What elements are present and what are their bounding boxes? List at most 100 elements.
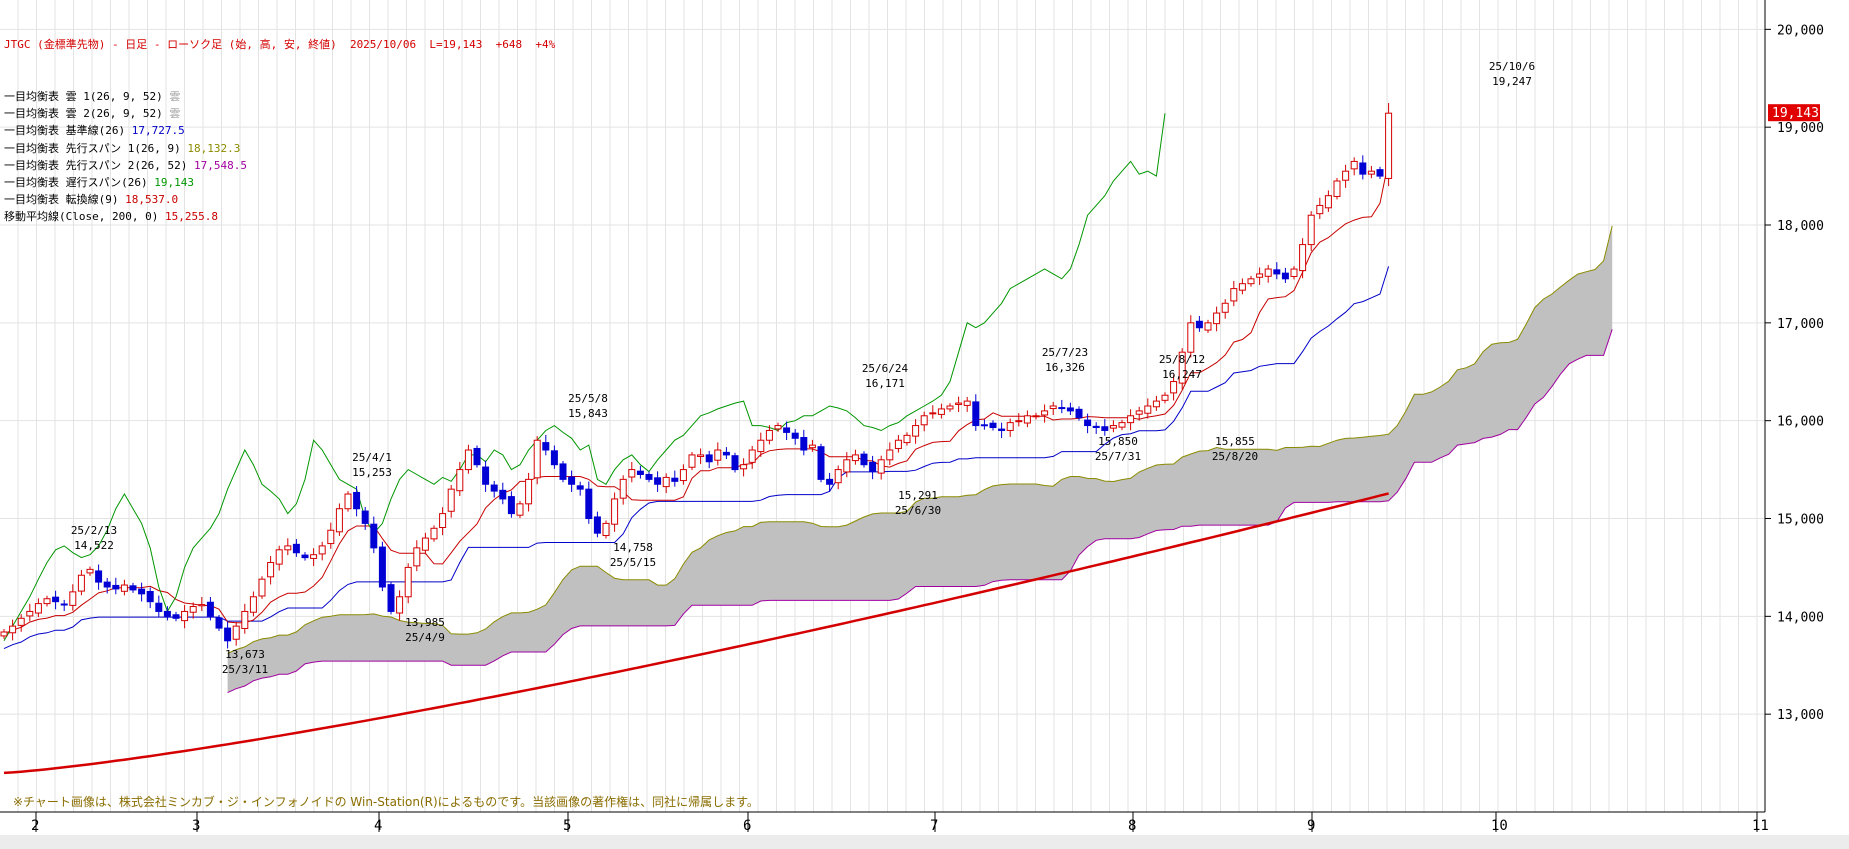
candle-body — [550, 450, 558, 466]
candle-body — [1264, 268, 1272, 277]
candle-body — [860, 453, 868, 466]
candle-body — [215, 617, 223, 629]
legend-row: 移動平均線(Close, 200, 0) 15,255.8 — [4, 208, 555, 225]
candle-body — [1316, 204, 1324, 215]
candle-body — [533, 439, 541, 479]
legend-label: 一目均衡表 転換線(9) — [4, 193, 126, 207]
chart-title: JTGC (金標準先物) - 日足 - ローソク足 (始, 高, 安, 終値) … — [4, 38, 556, 52]
candle-body — [1187, 322, 1195, 353]
candle-body — [671, 477, 679, 482]
candle-body — [542, 442, 550, 451]
candle-body — [1230, 288, 1238, 302]
x-axis: 2 3 4 5 6 7 8 9 10 11 — [31, 812, 1769, 834]
candle-body — [1032, 415, 1040, 418]
legend-value: 17,548.5 — [194, 158, 248, 172]
candle-body — [593, 516, 601, 534]
candle-body — [559, 463, 567, 480]
candle-body — [499, 489, 507, 500]
candle-body — [1290, 268, 1298, 277]
copyright-note: ※チャート画像は、株式会社ミンカブ・ジ・インフォノイドの Win-Station… — [13, 795, 759, 809]
y-tick-label: 19,000 — [1777, 121, 1824, 136]
candle-body — [1273, 269, 1281, 275]
candle-body — [1307, 214, 1315, 246]
candle-body — [1256, 273, 1264, 278]
candle-body — [1161, 394, 1169, 401]
candle-body — [318, 545, 326, 555]
candle-body — [654, 477, 662, 485]
candle-body — [972, 401, 980, 427]
y-axis: 13,000 14,000 15,000 16,000 17,000 18,000 19,0… — [1765, 23, 1824, 723]
candle-body — [344, 493, 352, 510]
annotation-text: 13,673 — [225, 648, 265, 661]
candle-body — [998, 428, 1006, 431]
candle-body — [791, 432, 799, 439]
legend-label: 一目均衡表 雲 2(26, 9, 52) — [4, 107, 170, 121]
candle-body — [95, 570, 103, 583]
x-tick-label: 9 — [1307, 818, 1315, 834]
candle-body — [843, 459, 851, 473]
candle-body — [327, 529, 335, 545]
annotation-text: 19,247 — [1492, 75, 1532, 88]
annotation-text: 15,843 — [568, 407, 608, 420]
candle-body — [439, 513, 447, 529]
candle-body — [1092, 425, 1100, 429]
annotation-text: 25/7/31 — [1095, 450, 1141, 463]
candle-body — [1385, 112, 1393, 179]
scrollbar-track — [0, 835, 1849, 849]
annotation-text: 25/6/24 — [862, 362, 909, 375]
legend-row: 一目均衡表 転換線(9) 18,537.0 — [4, 191, 555, 208]
candle-body — [387, 584, 395, 612]
annotation-text: 25/7/23 — [1042, 346, 1088, 359]
candle-body — [1238, 283, 1246, 291]
candle-body — [396, 596, 404, 614]
candle-body — [464, 449, 472, 471]
candle-body — [1101, 426, 1109, 431]
last-price-label: 19,143 — [1772, 106, 1819, 121]
legend-row: 一目均衡表 雲 2(26, 9, 52) 雲 — [4, 105, 555, 122]
candle-body — [955, 402, 963, 405]
candle-body — [989, 422, 997, 429]
candle-body — [120, 584, 128, 592]
candle-body — [482, 466, 490, 485]
sma-200-line — [3, 492, 1389, 775]
legend-label: 移動平均線(Close, 200, 0) — [4, 210, 165, 224]
candle-body — [920, 415, 928, 426]
candle-body — [585, 488, 593, 520]
annotation-text: 25/6/30 — [895, 504, 941, 517]
candle-body — [77, 574, 85, 592]
candle-body — [155, 602, 163, 612]
candle-body — [963, 400, 971, 406]
candle-body — [1195, 320, 1203, 329]
legend-value: 19,143 — [154, 176, 195, 190]
x-tick-label: 5 — [563, 818, 571, 834]
candle-body — [404, 566, 412, 598]
annotation-text: 25/8/20 — [1212, 450, 1258, 463]
indicator-lines — [3, 113, 1613, 775]
legend-label: 一目均衡表 遅行スパン(26) — [4, 176, 155, 190]
annotation-text: 15,850 — [1098, 435, 1138, 448]
candle-body — [697, 454, 705, 457]
candle-body — [1041, 410, 1049, 416]
candle-body — [26, 610, 34, 617]
candle-body — [292, 543, 300, 554]
candle-body — [783, 427, 791, 433]
candle-body — [258, 578, 266, 597]
candle-body — [1350, 160, 1358, 170]
candle-body — [877, 459, 885, 474]
annotation-text: 25/5/15 — [610, 556, 656, 569]
candle-body — [903, 434, 911, 444]
candle-body — [869, 461, 877, 473]
annotation-text: 25/4/1 — [352, 451, 392, 464]
candle-body — [1170, 381, 1178, 394]
legend-row: 一目均衡表 基準線(26) 17,727.5 — [4, 122, 555, 139]
candle-body — [757, 439, 765, 453]
candle-body — [413, 547, 421, 567]
candle-body — [129, 585, 137, 591]
candle-body — [361, 510, 369, 524]
candle-body — [619, 478, 627, 499]
candle-body — [456, 469, 464, 492]
candle-body — [1367, 170, 1375, 175]
x-tick-label: 10 — [1491, 818, 1508, 834]
candle-body — [9, 625, 17, 634]
annotation-text: 13,985 — [405, 616, 445, 629]
